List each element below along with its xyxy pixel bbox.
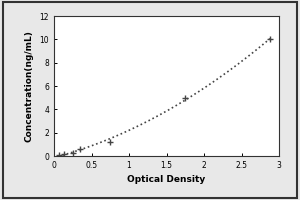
X-axis label: Optical Density: Optical Density [128, 175, 206, 184]
Y-axis label: Concentration(ng/mL): Concentration(ng/mL) [25, 30, 34, 142]
